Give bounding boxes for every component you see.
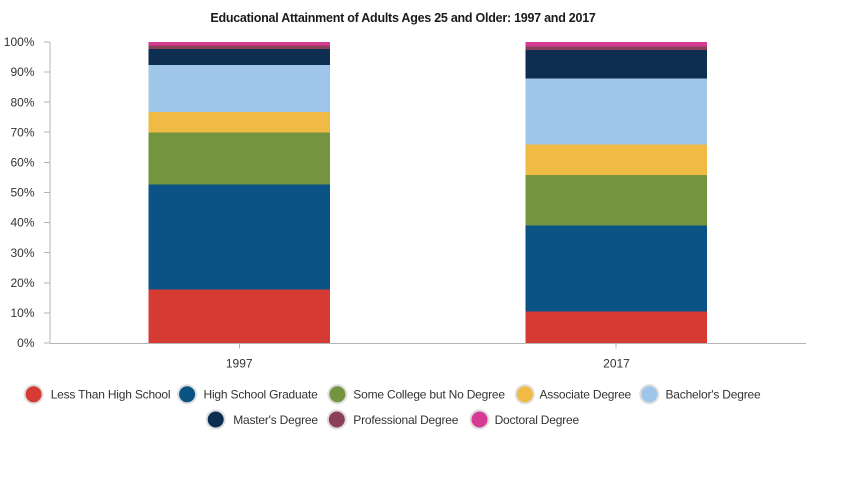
svg-text:30%: 30% (10, 246, 34, 260)
svg-text:2017: 2017 (603, 357, 630, 371)
svg-text:100%: 100% (4, 35, 35, 49)
svg-text:90%: 90% (10, 65, 34, 79)
svg-text:Bachelor's Degree: Bachelor's Degree (666, 388, 761, 402)
svg-text:70%: 70% (10, 125, 34, 139)
svg-text:High School Graduate: High School Graduate (204, 388, 319, 402)
svg-text:Educational Attainment of Adul: Educational Attainment of Adults Ages 25… (210, 11, 596, 25)
svg-text:Doctoral Degree: Doctoral Degree (495, 413, 580, 427)
svg-text:0%: 0% (17, 336, 35, 350)
svg-text:50%: 50% (10, 186, 34, 200)
svg-text:20%: 20% (10, 276, 34, 290)
svg-text:Some College but No Degree: Some College but No Degree (353, 388, 505, 402)
svg-text:1997: 1997 (226, 357, 253, 371)
svg-text:60%: 60% (10, 156, 34, 170)
svg-text:10%: 10% (10, 306, 34, 320)
svg-text:40%: 40% (10, 216, 34, 230)
svg-text:Associate Degree: Associate Degree (540, 388, 632, 402)
svg-text:80%: 80% (10, 95, 34, 109)
svg-text:Master's Degree: Master's Degree (233, 413, 318, 427)
svg-text:Professional Degree: Professional Degree (353, 413, 458, 427)
svg-text:Less Than High School: Less Than High School (51, 388, 171, 402)
